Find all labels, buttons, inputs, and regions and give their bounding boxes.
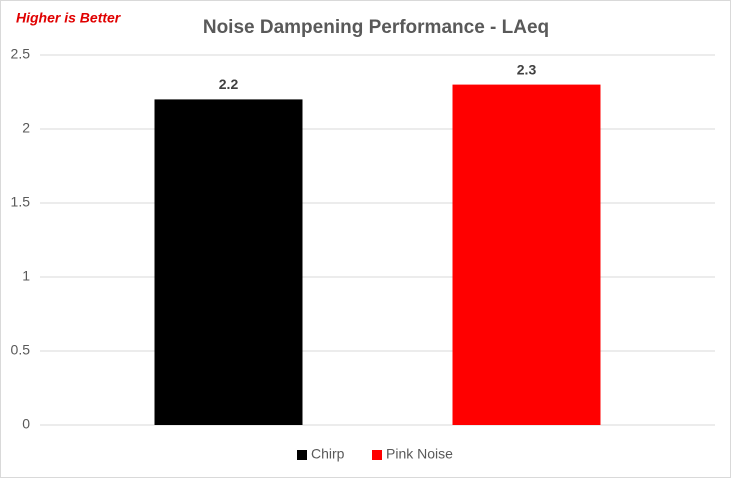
data-label: 2.2 (219, 76, 239, 92)
legend-swatch (297, 450, 307, 460)
y-tick-label: 2 (22, 120, 30, 136)
legend-swatch (372, 450, 382, 460)
bar (154, 99, 303, 426)
data-label: 2.3 (517, 61, 537, 77)
y-tick-label: 1 (22, 268, 30, 284)
y-tick-label: 0.5 (11, 342, 31, 358)
legend-label: Pink Noise (386, 446, 453, 462)
chart-title: Noise Dampening Performance - LAeq (203, 17, 549, 38)
annotation: Higher is Better (16, 10, 122, 26)
y-tick-label: 1.5 (11, 194, 31, 210)
legend-label: Chirp (311, 446, 345, 462)
bar (452, 84, 601, 425)
y-tick-label: 0 (22, 416, 30, 432)
y-tick-label: 2.5 (11, 46, 31, 62)
